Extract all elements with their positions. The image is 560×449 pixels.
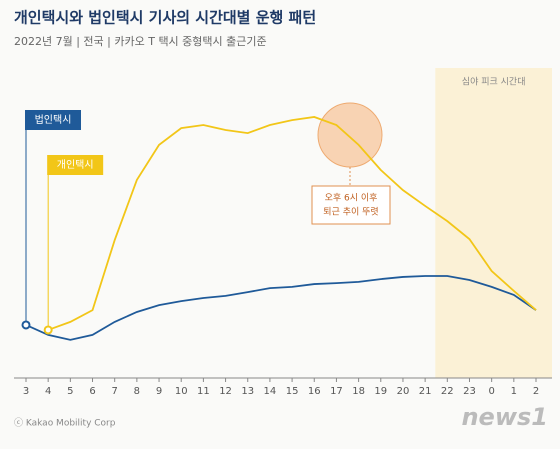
x-tick-label: 4 [45, 386, 51, 397]
series-line [25, 275, 537, 341]
annotation-box [311, 185, 391, 225]
x-tick-label: 15 [286, 386, 299, 397]
x-tick-label: 18 [352, 386, 365, 397]
x-tick-label: 1 [511, 386, 517, 397]
x-tick-label: 11 [197, 386, 210, 397]
x-tick-label: 20 [397, 386, 410, 397]
legend-label: 법인택시 [35, 114, 72, 126]
watermark: news1 [461, 403, 548, 431]
x-tick-label: 9 [156, 386, 162, 397]
x-tick-label: 16 [308, 386, 321, 397]
chart-subtitle: 2022년 7월 | 전국 | 카카오 T 택시 중형택시 출근기준 [14, 35, 267, 48]
x-tick-label: 12 [219, 386, 232, 397]
band-label: 심야 피크 시간대 [462, 77, 526, 88]
x-tick-label: 3 [23, 386, 29, 397]
chart-title: 개인택시와 법인택시 기사의 시간대별 운행 패턴 [14, 9, 316, 27]
highlight [317, 102, 383, 168]
x-tick-label: 8 [134, 386, 140, 397]
legend-box [25, 110, 81, 130]
start-point [43, 325, 53, 335]
x-tick-label: 0 [488, 386, 494, 397]
x-tick-label: 2 [533, 386, 539, 397]
x-tick-label: 6 [89, 386, 95, 397]
legend-label: 개인택시 [57, 159, 94, 171]
annotation-text: 퇴근 추이 뚜렷 [323, 206, 378, 218]
x-tick-label: 13 [241, 386, 254, 397]
series-line [47, 116, 537, 331]
x-tick-label: 23 [463, 386, 476, 397]
x-tick-label: 7 [112, 386, 118, 397]
night-band [435, 68, 552, 378]
footer: ⓒ Kakao Mobility Corp [14, 418, 116, 429]
start-point [21, 320, 31, 330]
x-tick-label: 19 [374, 386, 387, 397]
x-tick-label: 10 [175, 386, 188, 397]
x-tick-label: 17 [330, 386, 343, 397]
x-tick-label: 21 [419, 386, 432, 397]
x-tick-label: 14 [264, 386, 277, 397]
x-tick-label: 22 [441, 386, 454, 397]
x-tick-label: 5 [67, 386, 73, 397]
legend-box [47, 155, 104, 175]
annotation-text: 오후 6시 이후 [325, 193, 378, 204]
